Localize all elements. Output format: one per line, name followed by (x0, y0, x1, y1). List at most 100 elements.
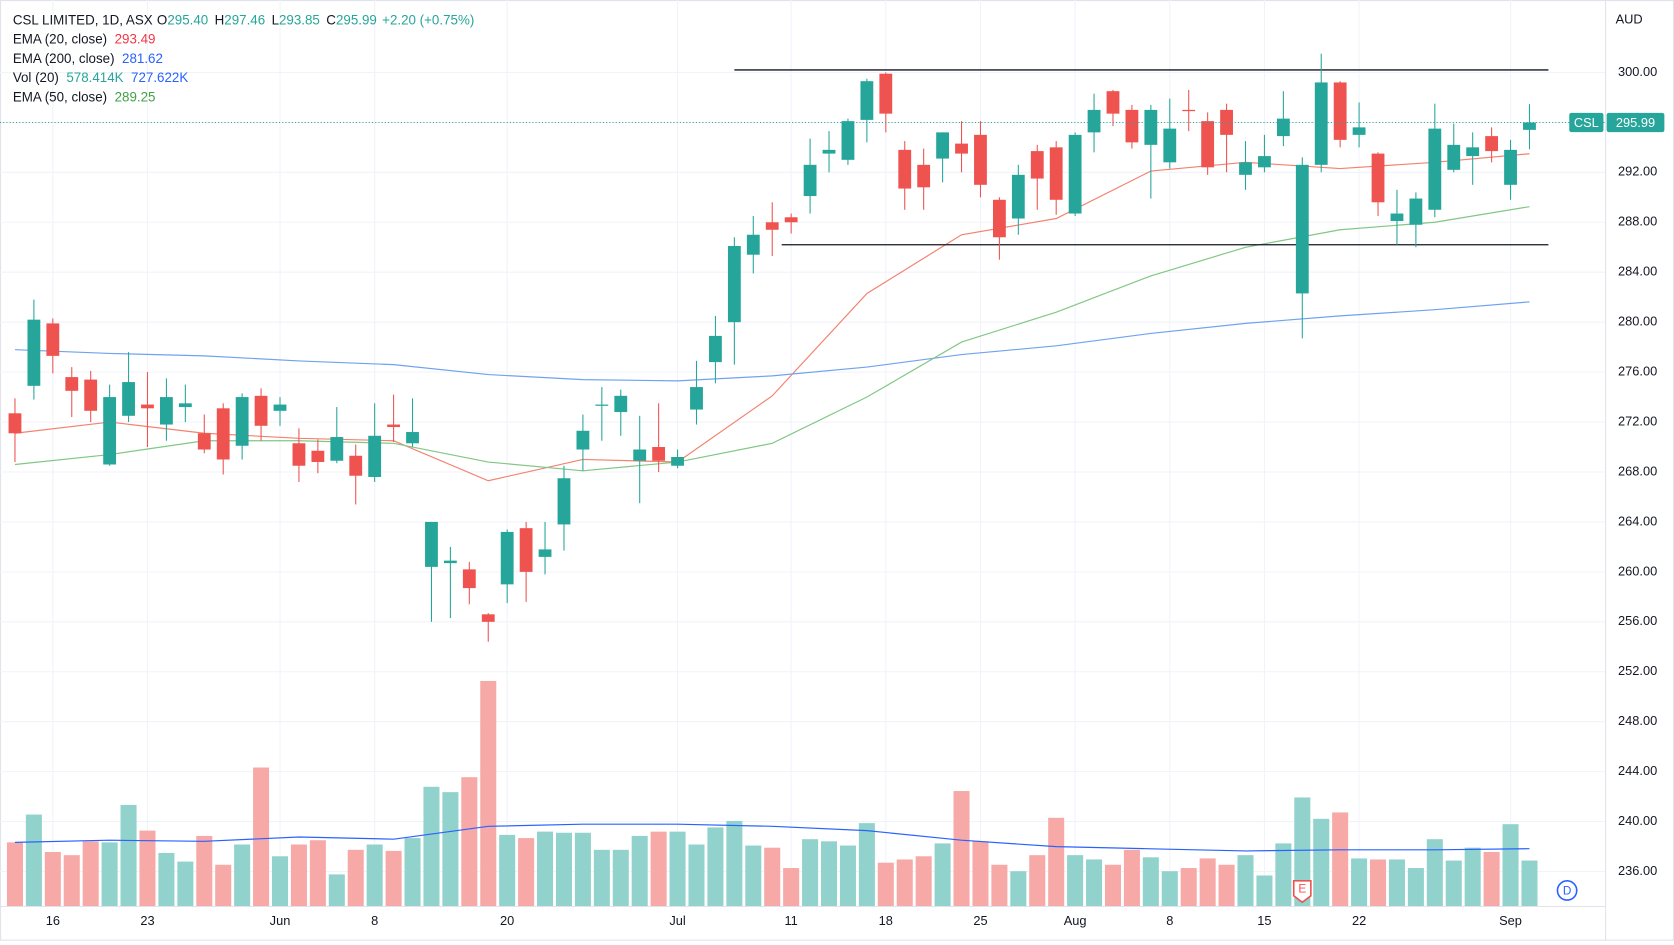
price-pane (0, 53, 1606, 642)
candle-body (822, 149, 836, 154)
volume-bar (253, 767, 270, 907)
volume-bar (858, 823, 875, 907)
candle-body (1106, 91, 1120, 114)
candle-body (974, 134, 987, 185)
ohlc-value: 295.40 (167, 12, 208, 27)
volume-bar (726, 820, 743, 907)
candle-body (538, 549, 552, 557)
volume-bar (6, 842, 23, 907)
volume-bar (802, 839, 819, 907)
volume-bar (1029, 855, 1046, 907)
volume-bar (1483, 851, 1500, 907)
volume-bar (1256, 875, 1273, 907)
candle-body (1087, 109, 1101, 133)
candle-body (425, 521, 438, 567)
volume-bar (555, 832, 572, 907)
volume-bar (612, 849, 629, 907)
x-tick-label: Sep (1499, 913, 1522, 928)
volume-bar (1388, 859, 1405, 907)
candle-body (406, 432, 419, 444)
candle-body (860, 81, 874, 120)
candle-body (576, 430, 590, 450)
candle-body (633, 449, 647, 461)
y-tick-label: 268.00 (1618, 463, 1657, 478)
candle-body (1125, 109, 1139, 143)
candle-body (1466, 147, 1480, 157)
volume-bar (1275, 843, 1292, 907)
legend-value: 727.622K (131, 70, 188, 85)
volume-bar (177, 861, 194, 907)
legend-value: 293.49 (115, 31, 156, 46)
candle-body (557, 478, 571, 525)
volume-bar (1351, 858, 1368, 907)
candle-body (1182, 109, 1196, 112)
candle-body (652, 447, 666, 461)
candle-body (1314, 82, 1328, 165)
y-tick-label: 276.00 (1618, 363, 1657, 378)
volume-bar (877, 862, 894, 907)
volume-bar (1464, 847, 1481, 907)
y-tick-label: 292.00 (1618, 164, 1657, 179)
candle-body (500, 531, 514, 585)
volume-bar (480, 680, 497, 907)
volume-bar (1218, 864, 1235, 907)
candle-body (1333, 82, 1347, 140)
candle-body (368, 435, 382, 477)
candle-body (746, 234, 760, 255)
change: +2.20 (+0.75%) (382, 12, 474, 27)
y-tick-label: 244.00 (1618, 763, 1657, 778)
volume-bar (423, 786, 440, 907)
volume-bar (745, 845, 762, 907)
currency: AUD (1616, 12, 1643, 27)
legend-name: EMA (50, close) (13, 89, 107, 104)
volume-bar (783, 868, 800, 907)
y-tick-label: 236.00 (1618, 863, 1657, 878)
volume-bar (271, 856, 289, 907)
badge-label: D (1563, 885, 1572, 898)
legend-name: EMA (20, close) (13, 31, 107, 46)
y-tick-label: 284.00 (1618, 264, 1657, 279)
legend-value: 281.62 (122, 50, 163, 65)
candle-body (955, 143, 968, 154)
volume-bar (1104, 864, 1122, 907)
volume-bar (215, 864, 232, 907)
x-tick-label: 18 (879, 913, 893, 928)
x-tick-label: 8 (1166, 913, 1173, 928)
volume-bar (347, 849, 364, 907)
candle-body (160, 397, 173, 425)
indicator-line (14, 823, 1530, 852)
candle-body (519, 528, 533, 572)
volume-bar (1123, 849, 1140, 907)
candle-body (311, 450, 325, 462)
volume-bar (82, 841, 99, 907)
earnings-label: E (1298, 883, 1306, 896)
ohlc-label: C (326, 12, 336, 27)
volume-bar (631, 835, 648, 907)
candle-body (141, 404, 154, 409)
candle-body (614, 395, 628, 413)
x-tick-label: Jun (270, 913, 291, 928)
volume-bar (385, 850, 402, 907)
price-tag (1606, 112, 1665, 133)
volume-bar (404, 838, 421, 907)
symbol: CSL LIMITED, 1D, ASX (13, 12, 153, 27)
volume-bar (1313, 818, 1330, 907)
symbol-tag (1569, 112, 1604, 133)
badge (1556, 880, 1578, 901)
volume-bar (972, 841, 989, 907)
x-tick-label: 22 (1352, 913, 1366, 928)
volume-bar (1199, 858, 1216, 907)
legend-entry: Vol (20) 578.414K 727.622K (13, 70, 189, 85)
price-tag-text: 295.99 (1616, 115, 1655, 130)
ohlc-label: O (157, 12, 167, 27)
candle-body (235, 397, 249, 446)
candle-body (1239, 162, 1252, 175)
y-tick-label: 280.00 (1618, 314, 1657, 329)
earnings-marker (1292, 880, 1312, 904)
volume-bar (1332, 812, 1349, 907)
candle-body (917, 164, 931, 188)
indicator-line (14, 153, 1530, 482)
candle-body (1011, 174, 1025, 219)
volume-bar (574, 832, 591, 907)
